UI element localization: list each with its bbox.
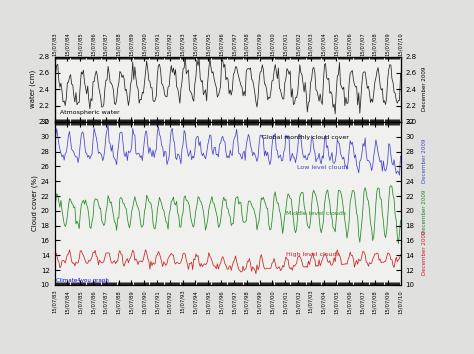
- Text: December 2009: December 2009: [422, 230, 427, 275]
- Text: Low level clouds: Low level clouds: [297, 165, 348, 170]
- Text: Climate4you graph: Climate4you graph: [56, 278, 109, 283]
- Text: December 2009: December 2009: [422, 189, 427, 234]
- Y-axis label: Cloud cover (%): Cloud cover (%): [31, 176, 38, 232]
- Text: High level clouds: High level clouds: [286, 252, 340, 257]
- Text: December 2009: December 2009: [422, 67, 427, 112]
- Text: December 2009: December 2009: [422, 139, 427, 183]
- Text: Atmospheric water: Atmospheric water: [60, 110, 119, 115]
- Y-axis label: water (cm): water (cm): [29, 70, 36, 108]
- Text: Middle level clouds: Middle level clouds: [286, 211, 346, 216]
- Text: Global monthly cloud cover: Global monthly cloud cover: [262, 135, 349, 140]
